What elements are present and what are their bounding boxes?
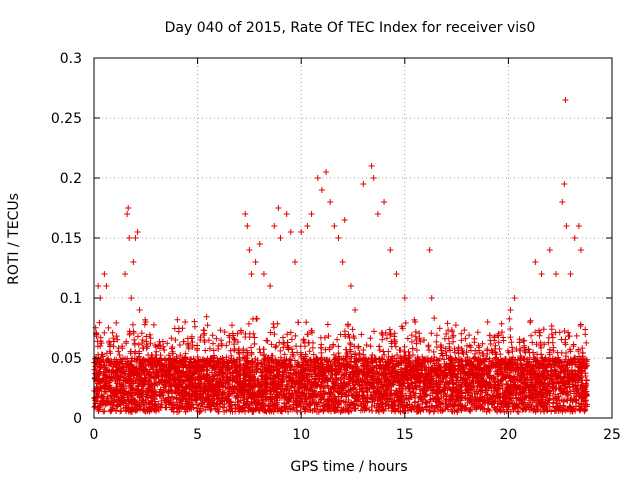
data-point xyxy=(298,229,305,235)
data-point xyxy=(426,247,433,253)
data-point xyxy=(101,271,108,277)
y-tick-label: 0.15 xyxy=(51,231,82,247)
data-point xyxy=(308,211,315,217)
data-point xyxy=(567,271,574,277)
data-point xyxy=(318,187,325,193)
y-tick-label: 0.05 xyxy=(51,351,82,367)
data-point xyxy=(275,205,282,211)
data-point xyxy=(277,235,284,241)
data-point xyxy=(323,169,330,175)
background-points xyxy=(91,313,591,415)
data-point xyxy=(271,223,278,229)
data-point xyxy=(246,247,253,253)
y-tick-label: 0.2 xyxy=(60,171,82,187)
data-point xyxy=(339,259,346,265)
data-point xyxy=(428,295,435,301)
x-axis-ticks: 0 5 10 15 20 25 xyxy=(90,58,621,443)
data-point xyxy=(577,247,584,253)
data-point xyxy=(374,211,381,217)
data-point xyxy=(242,211,249,217)
data-point xyxy=(387,247,394,253)
y-tick-label: 0.25 xyxy=(51,111,82,127)
data-point xyxy=(511,295,518,301)
data-point xyxy=(463,343,470,349)
data-point xyxy=(95,283,102,289)
data-point xyxy=(122,271,129,277)
data-point xyxy=(219,355,226,361)
data-point xyxy=(484,319,491,325)
data-point xyxy=(267,283,274,289)
data-point xyxy=(562,97,569,103)
data-point xyxy=(287,229,294,235)
data-point xyxy=(553,271,560,277)
data-point xyxy=(360,181,367,187)
data-point xyxy=(134,229,141,235)
data-point xyxy=(538,271,545,277)
y-axis-label: ROTI / TECUs xyxy=(6,193,22,285)
data-point xyxy=(563,223,570,229)
data-point xyxy=(256,241,263,247)
data-point xyxy=(231,337,238,343)
y-tick-label: 0.3 xyxy=(60,51,82,67)
data-point xyxy=(352,307,359,313)
data-point xyxy=(507,307,514,313)
data-point xyxy=(215,343,222,349)
y-tick-label: 0 xyxy=(73,411,82,427)
data-point xyxy=(561,181,568,187)
data-point xyxy=(97,343,104,349)
chart-title: Day 040 of 2015, Rate Of TEC Index for r… xyxy=(165,20,536,36)
data-point xyxy=(443,331,450,337)
data-point xyxy=(370,175,377,181)
data-point xyxy=(126,235,133,241)
data-point xyxy=(103,283,110,289)
data-point xyxy=(248,271,255,277)
data-point xyxy=(575,223,582,229)
data-point xyxy=(155,343,162,349)
x-tick-label: 5 xyxy=(193,427,202,443)
data-point xyxy=(260,271,267,277)
x-tick-label: 25 xyxy=(603,427,621,443)
data-point xyxy=(381,199,388,205)
data-point xyxy=(412,319,419,325)
data-point xyxy=(244,223,251,229)
data-point xyxy=(331,223,338,229)
data-point xyxy=(546,247,553,253)
data-point xyxy=(128,295,135,301)
data-point xyxy=(252,259,259,265)
y-tick-label: 0.1 xyxy=(60,291,82,307)
data-point xyxy=(393,271,400,277)
data-point xyxy=(124,211,131,217)
data-point xyxy=(571,235,578,241)
dense-point-cloud xyxy=(91,313,591,415)
data-point xyxy=(335,235,342,241)
data-point xyxy=(532,259,539,265)
data-point xyxy=(304,223,311,229)
x-axis-label: GPS time / hours xyxy=(290,459,407,475)
data-point xyxy=(291,259,298,265)
data-point xyxy=(314,175,321,181)
data-point xyxy=(283,211,290,217)
y-axis-ticks: 0 0.05 0.1 0.15 0.2 0.25 0.3 xyxy=(51,51,612,427)
x-tick-label: 0 xyxy=(90,427,99,443)
data-point xyxy=(327,199,334,205)
data-point xyxy=(368,163,375,169)
data-points xyxy=(93,97,584,361)
data-point xyxy=(559,199,566,205)
data-point xyxy=(125,205,132,211)
data-point xyxy=(136,307,143,313)
data-point xyxy=(132,235,139,241)
data-point xyxy=(347,283,354,289)
x-tick-label: 20 xyxy=(499,427,517,443)
data-point xyxy=(341,217,348,223)
x-tick-label: 15 xyxy=(396,427,414,443)
data-point xyxy=(182,319,189,325)
data-point xyxy=(401,295,408,301)
data-point xyxy=(130,259,137,265)
data-point xyxy=(142,319,149,325)
x-tick-label: 10 xyxy=(292,427,310,443)
